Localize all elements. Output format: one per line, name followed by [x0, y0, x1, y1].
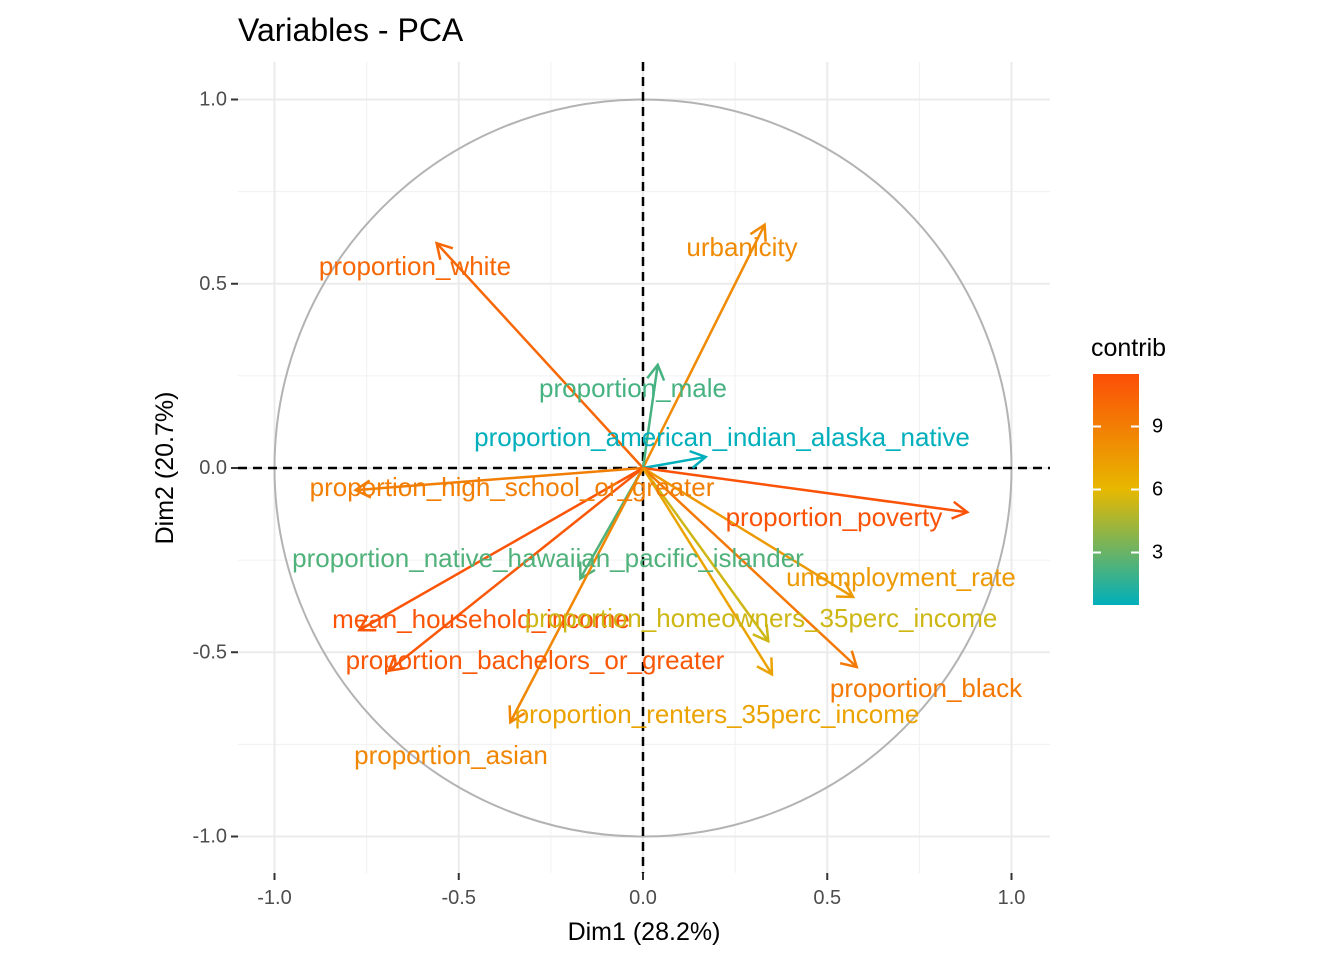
legend-tick-label: 9 — [1152, 416, 1163, 438]
y-axis-title: Dim2 (20.7%) — [151, 392, 179, 545]
arrow-urbanicity — [641, 224, 766, 469]
label-proportion_renters_35perc_income: proportion_renters_35perc_income — [515, 699, 920, 729]
contrib-legend: contrib 3 6 9 — [1091, 334, 1166, 605]
arrowhead-proportion_black — [839, 650, 859, 669]
arrowhead-urbanicity — [749, 222, 767, 242]
arrow-proportion_poverty — [642, 466, 968, 514]
x-axis-title: Dim1 (28.2%) — [568, 918, 721, 946]
chart-title: Variables - PCA — [238, 12, 464, 48]
y-tick-label: 1.0 — [199, 89, 227, 111]
plot-panel: proportion_white urbanicity proportion_mal… — [238, 62, 1050, 873]
y-axis: -1.0 -0.5 0.0 0.5 1.0 — [193, 89, 238, 848]
arrowhead-proportion_poverty — [951, 500, 970, 520]
label-unemployment_rate: unemployment_rate — [786, 562, 1016, 592]
arrowhead-proportion_homeowners_35perc_income — [752, 624, 770, 644]
label-proportion_poverty: proportion_poverty — [726, 502, 943, 532]
y-tick-label: 0.5 — [199, 273, 227, 295]
label-proportion_high_school_or_greater: proportion_high_school_or_greater — [310, 472, 715, 502]
arrow-proportion_black — [642, 467, 858, 668]
variable-arrows — [353, 222, 970, 725]
label-proportion_asian: proportion_asian — [354, 740, 548, 770]
label-proportion_male: proportion_male — [539, 373, 727, 403]
label-proportion_homeowners_35perc_income: proportion_homeowners_35perc_income — [525, 603, 998, 633]
arrowhead-proportion_native_hawaiian_pacific_islander — [578, 561, 596, 581]
arrowhead-proportion_renters_35perc_income — [756, 657, 774, 677]
arrowhead-proportion_white — [434, 241, 454, 261]
x-tick-label: 0.0 — [629, 887, 657, 909]
legend-title: contrib — [1091, 334, 1166, 362]
x-tick-label: -0.5 — [442, 887, 476, 909]
arrow-proportion_bachelors_or_greater — [387, 467, 644, 672]
arrowhead-proportion_asian — [508, 705, 526, 725]
label-proportion_white: proportion_white — [319, 251, 511, 281]
arrowhead-proportion_male — [646, 362, 666, 382]
arrowhead-unemployment_rate — [836, 581, 856, 599]
arrow-proportion_high_school_or_greater — [355, 466, 644, 492]
arrowhead-mean_household_income — [357, 614, 377, 632]
y-tick-label: -0.5 — [193, 641, 227, 663]
arrow-proportion_renters_35perc_income — [641, 467, 774, 676]
legend-ticks: 3 6 9 — [1093, 416, 1163, 564]
arrow-proportion_asian — [509, 467, 645, 723]
arrow-unemployment_rate — [642, 466, 854, 599]
legend-tick-label: 6 — [1152, 479, 1163, 501]
arrowhead-proportion_american_indian_alaska_native — [689, 449, 709, 469]
y-tick-label: 0.0 — [199, 457, 227, 479]
arrow-proportion_male — [641, 364, 659, 469]
x-tick-label: 0.5 — [813, 887, 841, 909]
y-tick-label: -1.0 — [193, 826, 227, 848]
label-proportion_bachelors_or_greater: proportion_bachelors_or_greater — [346, 645, 725, 675]
arrow-mean_household_income — [358, 466, 644, 632]
x-tick-label: -1.0 — [257, 887, 291, 909]
label-mean_household_income: mean_household_income — [332, 604, 630, 634]
arrowhead-proportion_high_school_or_greater — [353, 479, 372, 499]
x-axis: -1.0 -0.5 0.0 0.5 1.0 — [257, 873, 1025, 909]
label-urbanicity: urbanicity — [686, 232, 797, 262]
legend-tick-label: 3 — [1152, 542, 1163, 564]
arrowhead-proportion_bachelors_or_greater — [386, 654, 406, 673]
arrow-proportion_homeowners_35perc_income — [641, 467, 770, 642]
arrow-proportion_white — [435, 242, 644, 469]
variable-labels: proportion_white urbanicity proportion_mal… — [292, 232, 1023, 770]
arrow-proportion_american_indian_alaska_native — [642, 455, 706, 470]
label-proportion_american_indian_alaska_native: proportion_american_indian_alaska_native — [474, 422, 970, 452]
label-proportion_black: proportion_black — [830, 673, 1023, 703]
label-proportion_native_hawaiian_pacific_islander: proportion_native_hawaiian_pacific_islan… — [292, 543, 804, 573]
x-tick-label: 1.0 — [998, 887, 1026, 909]
